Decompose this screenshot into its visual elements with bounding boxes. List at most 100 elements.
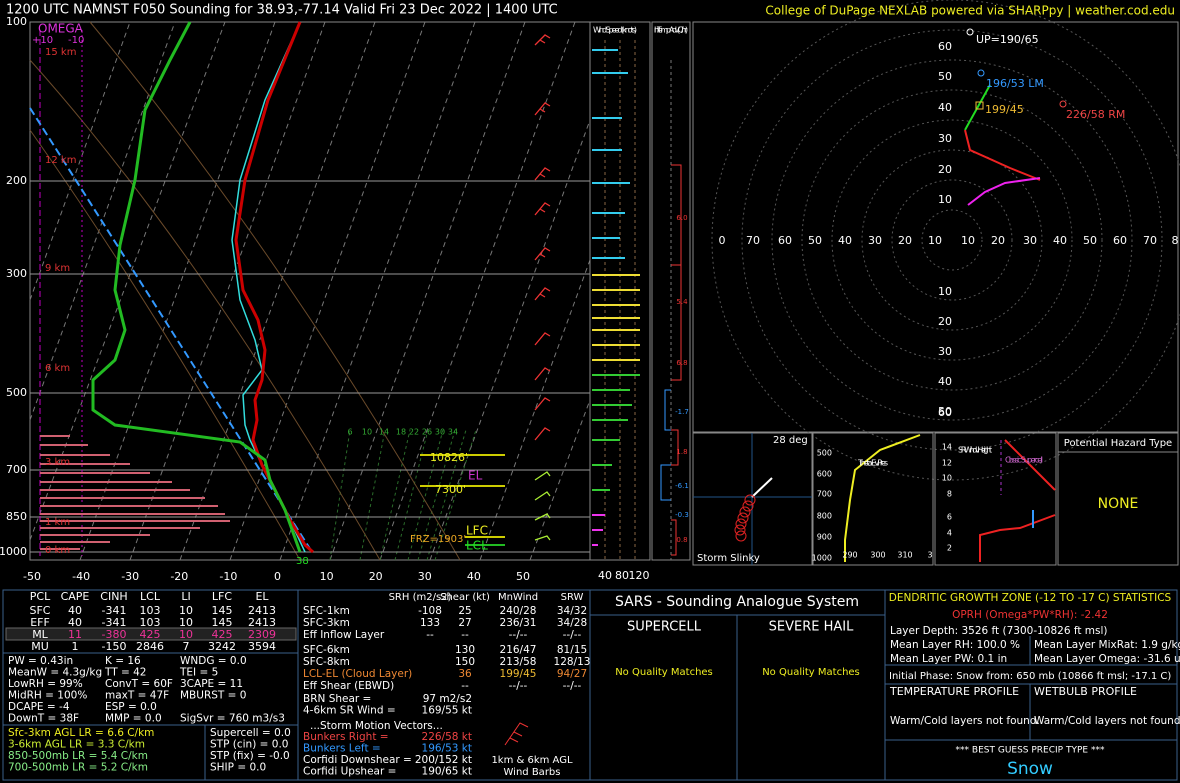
kin-cell: 199/45 [500, 668, 537, 680]
index: MBURST = 0 [180, 690, 246, 702]
low-wind-barbs [534, 471, 551, 541]
pressure-label: 300 [6, 267, 27, 280]
index: MidRH = 100% [8, 690, 87, 702]
kin-cell: 36 [458, 668, 472, 680]
dgz-top: 10826' [430, 451, 468, 464]
lapse-rate: 700-500mb LR = 5.2 C/km [8, 762, 148, 774]
temp-label: -50 [23, 570, 41, 583]
index: DCAPE = -4 [8, 701, 70, 713]
header-left: 1200 UTC NAMNST F050 Sounding for 38.93,… [6, 3, 558, 18]
parcel-cell: EFF [30, 616, 50, 629]
hodograph-decor [692, 0, 1180, 481]
kin-extra: 169/55 kt [422, 705, 472, 717]
parcel-cell: 103 [140, 616, 161, 629]
parcel-cell: 10 [179, 628, 193, 641]
hodo-y: 50 [938, 70, 952, 83]
temp-label: -40 [72, 570, 90, 583]
adv-value: -6.1 [675, 482, 689, 490]
motion-value: 200/152 kt [415, 754, 472, 766]
isobars [30, 180, 590, 553]
thetae-y: 700 [817, 490, 832, 499]
kin-cell: 81/15 [557, 644, 587, 656]
mixing-ratio-label: 18 [396, 428, 406, 437]
hodo-rm: 226/58 RM [1066, 108, 1125, 121]
kin-cell: -- [426, 629, 434, 641]
index: SigSvr = 760 m3/s3 [180, 713, 285, 725]
thetae-y: 900 [817, 533, 832, 542]
sars-hail: SEVERE HAIL [769, 620, 854, 635]
index: MeanW = 4.3g/kg [8, 667, 102, 679]
kin-cell: --/-- [563, 629, 582, 641]
srwind-y: 12 [942, 459, 952, 468]
hodo-x: 20 [991, 234, 1005, 247]
adv-value: 0.8 [676, 536, 687, 544]
parcel-cell: 425 [140, 628, 161, 641]
hodo-y: 60 [938, 406, 952, 419]
parcel-header: CAPE [61, 590, 90, 603]
wind-tick: 80 [615, 569, 629, 582]
dgz-temp-result: Warm/Cold layers not found. [890, 715, 1040, 727]
dgz-bottom: 7300' [435, 483, 466, 496]
sars-title: SARS - Sounding Analogue System [615, 594, 859, 610]
parcel-cell: 1 [72, 640, 79, 653]
thetae-title: Theta-E v. Pres [857, 459, 888, 468]
thetae-y: 500 [817, 449, 832, 458]
mixing-ratio-label: 6 [347, 428, 352, 437]
index: LowRH = 99% [8, 678, 83, 690]
mixing-ratio-label: 30 [435, 428, 445, 437]
hazard-value: NONE [1098, 496, 1139, 512]
kin-cell: 133 [420, 617, 440, 629]
kin-cell: 150 [455, 656, 475, 668]
hodo-x: 40 [1053, 234, 1067, 247]
kin-extra: BRN Shear = [303, 693, 371, 705]
kin-cell: 94/27 [557, 668, 587, 680]
thetae-y: 600 [817, 470, 832, 479]
mixing-ratio-label: 14 [379, 428, 389, 437]
parcel-cell: -380 [102, 628, 127, 641]
parcel-cell: MU [31, 640, 49, 653]
composite: STP (cin) = 0.0 [210, 739, 288, 751]
dry-adiabats [29, 21, 461, 561]
hodo-x: 10 [928, 234, 942, 247]
kin-cell: 130 [455, 644, 475, 656]
srwind-y: 14 [942, 443, 952, 452]
parcel-cell: ML [32, 628, 48, 641]
temp-label: 50 [516, 570, 530, 583]
parcel-header: EL [255, 590, 269, 603]
kin-label: SFC-3km [303, 617, 350, 629]
parcel-cell: 103 [140, 604, 161, 617]
composite: STP (fix) = -0.0 [210, 750, 290, 762]
adv-value: 1.8 [676, 448, 687, 456]
height-label: 9 km [45, 263, 70, 274]
index: TT = 42 [104, 667, 146, 679]
hodo-x: 30 [868, 234, 882, 247]
temp-label: 0 [274, 570, 281, 583]
lcl-label: LCL [466, 539, 488, 553]
kin-extra: 97 m2/s2 [423, 693, 472, 705]
thetae-y: 1000 [812, 554, 832, 563]
temp-label: -10 [219, 570, 237, 583]
el-label: EL [468, 469, 483, 483]
parcel-cell: 2309 [248, 628, 276, 641]
adv-value: 6.8 [676, 359, 687, 367]
sars-result: No Quality Matches [762, 667, 860, 678]
precip-type: Snow [1007, 759, 1053, 779]
dewpoint-trace [91, 21, 302, 553]
sfc-dewpoint: 38 [296, 556, 309, 567]
srwind-title: S R Wind v. Height [958, 446, 992, 455]
wind-tick: 40 [598, 569, 612, 582]
hodo-x: 60 [778, 234, 792, 247]
hodo-y: 10 [938, 285, 952, 298]
parcel-header: LI [181, 590, 190, 603]
index: ESP = 0.0 [105, 701, 157, 713]
hodo-x: 50 [1083, 234, 1097, 247]
temp-label: -30 [121, 570, 139, 583]
lapse-rate: Sfc-3km AGL LR = 6.6 C/km [8, 727, 154, 739]
thetae-y: 800 [817, 512, 832, 521]
hodo-x: 60 [1113, 234, 1127, 247]
temp-label: -20 [170, 570, 188, 583]
hazard-title: Potential Hazard Type [1064, 438, 1172, 449]
srwind-y: 10 [942, 474, 952, 483]
hodo-x: 8 [1172, 234, 1179, 247]
mixing-ratio-label: 10 [362, 428, 372, 437]
